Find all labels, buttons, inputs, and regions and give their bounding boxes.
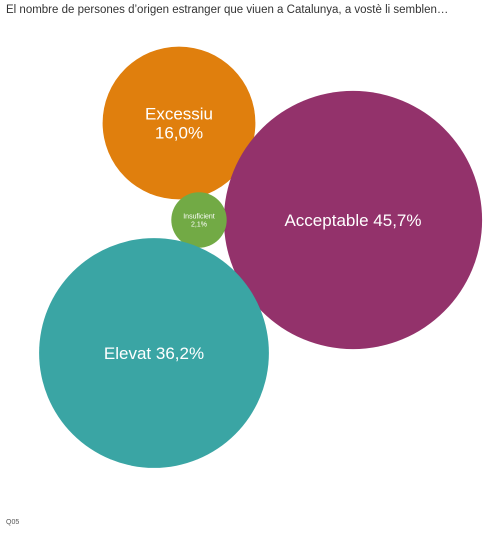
bubble-elevat xyxy=(39,238,269,468)
bubble-label-elevat: Elevat 36,2% xyxy=(104,344,204,363)
bubble-label-insuficient: Insuficient 2,1% xyxy=(183,214,215,229)
bubble-label-excessiu: Excessiu 16,0% xyxy=(145,105,213,143)
chart-title: El nombre de persones d’origen estranger… xyxy=(6,4,449,16)
bubble-acceptable xyxy=(223,90,483,350)
footnote: Q05 xyxy=(6,519,20,526)
bubble-excessiu xyxy=(102,46,256,200)
bubble-label-acceptable: Acceptable 45,7% xyxy=(284,211,421,230)
bubble-insuficient xyxy=(171,192,227,248)
